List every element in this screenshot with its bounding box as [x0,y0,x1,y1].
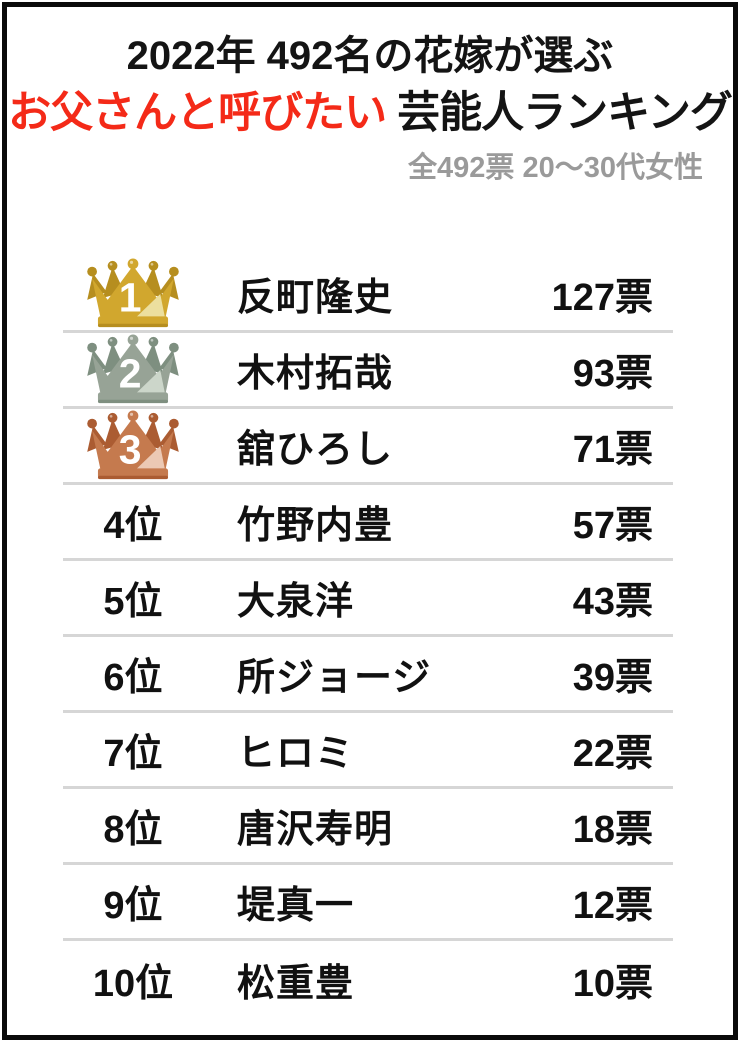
row-votes: 57票 [572,505,653,547]
ranking-row: 7位 ヒロミ 22票 [63,713,673,789]
row-name: 堤真一 [237,885,355,927]
row-votes: 10票 [572,962,653,1005]
ranking-row: 6位 所ジョージ 39票 [63,637,673,713]
poster-header: 2022年 492名の花嫁が選ぶ お父さんと呼びたい 芸能人ランキング 全492… [7,7,733,187]
row-name: 大泉洋 [237,581,355,623]
row-rank: 7位 [103,733,163,775]
crown-gold-icon: 1 [83,257,183,331]
row-rank: 4位 [103,505,163,547]
ranking-list: 1 反町隆史 127票 2 木村拓哉 93票 [63,257,673,1017]
ranking-row: 9位 堤真一 12票 [63,865,673,941]
row-name: 舘ひろし [237,429,394,471]
svg-text:2: 2 [119,350,142,396]
ranking-row: 5位 大泉洋 43票 [63,561,673,637]
row-votes: 22票 [572,733,653,775]
row-name: 木村拓哉 [237,353,394,395]
title-line1: 2022年 492名の花嫁が選ぶ [126,34,614,78]
title-rest: 芸能人ランキング [386,89,733,137]
row-rank: 9位 [103,885,163,927]
row-name: 竹野内豊 [237,505,394,547]
ranking-row: 2 木村拓哉 93票 [63,333,673,409]
row-name: 所ジョージ [237,657,432,699]
ranking-row: 4位 竹野内豊 57票 [63,485,673,561]
title-highlight: お父さんと呼びたい [8,89,387,137]
subtitle: 全492票 20〜30代女性 [408,152,703,184]
crown-silver-icon: 2 [83,333,183,407]
row-votes: 93票 [572,353,653,395]
row-rank: 8位 [103,809,163,851]
ranking-row: 8位 唐沢寿明 18票 [63,789,673,865]
row-rank: 3 [63,409,203,483]
row-votes: 71票 [572,429,653,471]
row-name: 松重豊 [237,962,355,1005]
row-rank: 10位 [92,962,174,1005]
row-name: 反町隆史 [237,277,394,319]
ranking-row: 10位 松重豊 10票 [63,941,673,1017]
row-votes: 127票 [551,277,653,319]
row-rank: 6位 [103,657,163,699]
row-votes: 39票 [572,657,653,699]
title-line2: お父さんと呼びたい 芸能人ランキング [7,85,733,141]
svg-text:3: 3 [119,426,142,472]
row-name: ヒロミ [237,733,355,775]
row-rank: 2 [63,333,203,407]
row-votes: 18票 [572,809,653,851]
ranking-row: 3 舘ひろし 71票 [63,409,673,485]
crown-bronze-icon: 3 [83,409,183,483]
row-name: 唐沢寿明 [237,809,394,851]
row-votes: 12票 [572,885,653,927]
row-rank: 5位 [103,581,163,623]
row-votes: 43票 [572,581,653,623]
row-rank: 1 [63,257,203,331]
ranking-row: 1 反町隆史 127票 [63,257,673,333]
svg-text:1: 1 [119,274,142,320]
